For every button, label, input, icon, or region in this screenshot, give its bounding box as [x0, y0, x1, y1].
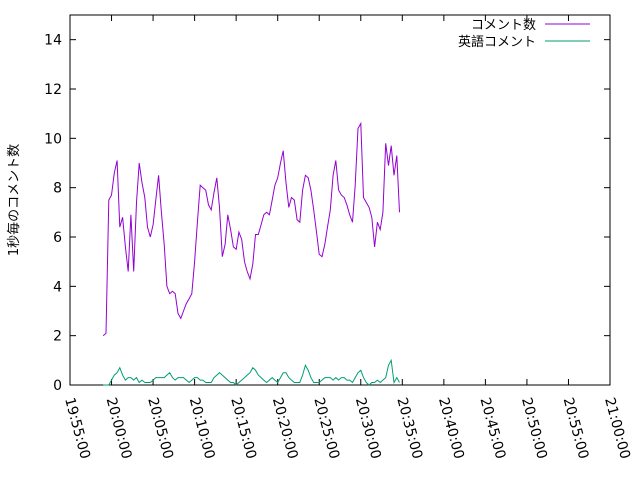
y-axis-ticks: 0 2 4 6 8 10 12 14	[44, 33, 610, 394]
x-tick-label: 20:25:00	[310, 396, 342, 461]
x-tick-label: 20:10:00	[186, 396, 218, 461]
series-line-2	[103, 358, 400, 386]
x-tick-label: 20:50:00	[518, 396, 550, 461]
series-line-1	[102, 121, 400, 337]
y-axis-label: 1秒毎のコメント数	[6, 144, 22, 256]
series-lines	[102, 121, 400, 386]
x-tick-label: 20:40:00	[435, 396, 467, 461]
x-tick-label: 20:35:00	[393, 396, 425, 461]
y-tick-label: 4	[53, 279, 62, 295]
y-tick-label: 14	[44, 33, 62, 49]
x-tick-label: 20:30:00	[352, 396, 384, 461]
plot-frame	[69, 14, 611, 386]
y-tick-label: 10	[44, 131, 62, 147]
x-tick-label: 20:20:00	[269, 396, 301, 461]
x-tick-label: 20:55:00	[560, 396, 592, 461]
y-tick-label: 6	[53, 230, 62, 246]
y-tick-label: 2	[53, 329, 62, 345]
x-tick-label: 20:45:00	[477, 396, 509, 461]
legend-label-2: 英語コメント	[458, 34, 536, 50]
x-tick-label: 20:00:00	[103, 396, 135, 461]
x-tick-label: 20:05:00	[144, 396, 176, 461]
legend-label-1: コメント数	[471, 18, 536, 33]
x-tick-label: 21:00:00	[601, 396, 633, 461]
x-tick-label: 20:15:00	[227, 396, 259, 461]
y-tick-label: 8	[53, 181, 62, 197]
y-tick-label: 0	[53, 378, 62, 394]
y-tick-label: 12	[44, 82, 62, 98]
x-axis-ticks: 19:55:00 20:00:00 20:05:00 20:10:00 20:15:00…	[61, 15, 633, 461]
x-tick-label: 19:55:00	[61, 396, 93, 461]
